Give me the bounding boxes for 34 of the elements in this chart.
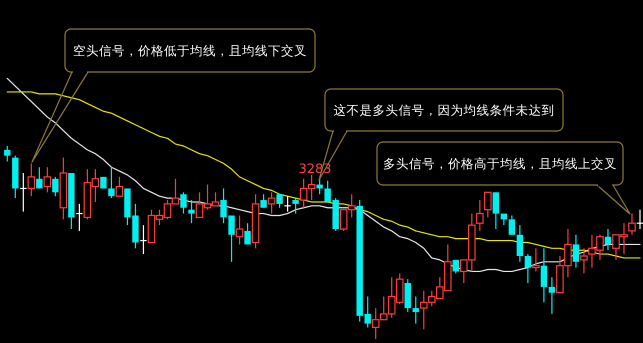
candlestick [316, 178, 323, 195]
candlestick [260, 194, 267, 208]
annotation: 3283 [298, 162, 332, 177]
candlestick [548, 276, 556, 315]
annotation: 多头信号，价格高于均线，且均线上交叉 [383, 156, 617, 171]
candlestick [276, 194, 283, 208]
candlestick [28, 162, 36, 197]
candlestick [572, 234, 580, 268]
text: 空头信号，价格低于均线，且均线下交叉 [73, 43, 307, 58]
candlestick [492, 192, 500, 230]
candlestick [524, 253, 532, 284]
candlestick [540, 248, 548, 303]
candlestick [292, 198, 299, 214]
candlestick [476, 199, 484, 232]
candlestick [284, 196, 292, 212]
candlestick [452, 259, 459, 274]
candlestick [36, 166, 43, 190]
candlestick [244, 222, 251, 246]
candlestick [220, 188, 227, 224]
candlestick [188, 199, 195, 224]
candlestick [52, 176, 59, 197]
candlestick [412, 296, 419, 324]
candlestick [60, 156, 68, 220]
candlestick [636, 209, 643, 230]
candlestick [4, 145, 11, 162]
candlestick [508, 214, 516, 236]
candlestick [604, 228, 612, 251]
candlestick [44, 166, 52, 193]
candlestick [228, 214, 235, 262]
candlestick [180, 192, 187, 214]
text: 这不是多头信号，因为均线条件未达到 [334, 102, 554, 118]
candlestick [108, 166, 115, 199]
candlestick [516, 224, 524, 262]
candlestick [500, 212, 508, 226]
